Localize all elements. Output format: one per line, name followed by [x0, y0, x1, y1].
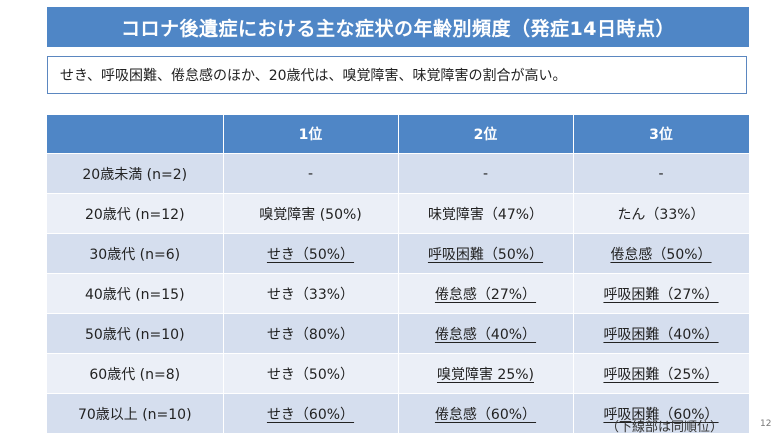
rank-1-cell-text: せき（50%）	[266, 246, 355, 263]
rank-1-cell-text: せき（50%）	[266, 366, 355, 383]
rank-3-cell: -	[573, 153, 750, 194]
rank-3-cell-text: 呼吸困難（40%）	[603, 326, 719, 343]
summary-box: せき、呼吸困難、倦怠感のほか、20歳代は、嗅覚障害、味覚障害の割合が高い。	[47, 56, 747, 94]
age-group-cell: 30歳代 (n=6)	[47, 233, 224, 274]
rank-2-cell-text: -	[482, 165, 489, 182]
footnote: （下線部は同順位）	[606, 420, 724, 435]
header-rank-2: 2位	[398, 115, 574, 154]
rank-3-cell-text: 呼吸困難（60%）	[603, 406, 719, 423]
rank-3-cell-text: たん（33%）	[617, 206, 705, 223]
rank-2-cell-text: 呼吸困難（50%）	[427, 246, 544, 263]
rank-2-cell-text: 倦怠感（27%）	[434, 286, 537, 303]
age-group-cell: 20歳代 (n=12)	[47, 193, 224, 234]
rank-1-cell-text: せき（60%）	[266, 406, 355, 423]
rank-1-cell: せき（50%）	[223, 233, 399, 274]
rank-1-cell: せき（33%）	[223, 273, 399, 314]
table-row: 20歳未満 (n=2) - - -	[47, 153, 750, 194]
age-group-cell: 70歳以上 (n=10)	[47, 393, 224, 433]
header-rank-3: 3位	[573, 115, 750, 154]
rank-3-cell: 呼吸困難（27%）	[573, 273, 750, 314]
rank-1-cell-text: せき（33%）	[266, 286, 355, 303]
rank-3-cell-text: 呼吸困難（27%）	[603, 286, 719, 303]
table-row: 50歳代 (n=10) せき（80%） 倦怠感（40%） 呼吸困難（40%）	[47, 313, 750, 354]
rank-3-cell: 呼吸困難（40%）	[573, 313, 750, 354]
header-rank-1: 1位	[223, 115, 399, 154]
rank-1-cell: -	[223, 153, 399, 194]
rank-1-cell: せき（80%）	[223, 313, 399, 354]
symptom-frequency-table: 1位 2位 3位 20歳未満 (n=2) - - - 20歳代 (n=12) 嗅覚障害 (…	[47, 115, 750, 433]
rank-2-cell: 呼吸困難（50%）	[398, 233, 574, 274]
rank-3-cell-text: 倦怠感（50%）	[610, 246, 712, 263]
table-row: 70歳以上 (n=10) せき（60%） 倦怠感（60%） 呼吸困難（60%）	[47, 393, 750, 433]
age-group-cell-text: 70歳以上 (n=10)	[77, 406, 192, 423]
age-group-cell-text: 40歳代 (n=15)	[84, 286, 185, 303]
header-age-group	[47, 115, 224, 154]
table-row: 60歳代 (n=8) せき（50%） 嗅覚障害 25%) 呼吸困難（25%）	[47, 353, 750, 394]
age-group-cell-text: 60歳代 (n=8)	[89, 366, 181, 383]
rank-2-cell: 倦怠感（60%）	[398, 393, 574, 433]
age-group-cell: 20歳未満 (n=2)	[47, 153, 224, 194]
rank-3-cell-text: 呼吸困難（25%）	[603, 366, 719, 383]
table-row: 20歳代 (n=12) 嗅覚障害 (50%) 味覚障害（47%） たん（33%）	[47, 193, 750, 234]
rank-1-cell: せき（60%）	[223, 393, 399, 433]
rank-2-cell: 倦怠感（27%）	[398, 273, 574, 314]
age-group-cell-text: 20歳代 (n=12)	[84, 206, 185, 223]
rank-2-cell: 嗅覚障害 25%)	[398, 353, 574, 394]
rank-2-cell-text: 味覚障害（47%）	[427, 206, 544, 223]
table-header-row: 1位 2位 3位	[47, 115, 750, 154]
table-row: 40歳代 (n=15) せき（33%） 倦怠感（27%） 呼吸困難（27%）	[47, 273, 750, 314]
table-row: 30歳代 (n=6) せき（50%） 呼吸困難（50%） 倦怠感（50%）	[47, 233, 750, 274]
age-group-cell: 60歳代 (n=8)	[47, 353, 224, 394]
age-group-cell: 40歳代 (n=15)	[47, 273, 224, 314]
rank-3-cell: 倦怠感（50%）	[573, 233, 750, 274]
rank-2-cell: 倦怠感（40%）	[398, 313, 574, 354]
page-number: 12	[760, 419, 772, 429]
rank-2-cell: 味覚障害（47%）	[398, 193, 574, 234]
rank-2-cell-text: 嗅覚障害 25%)	[436, 366, 535, 383]
rank-1-cell: せき（50%）	[223, 353, 399, 394]
rank-2-cell: -	[398, 153, 574, 194]
rank-1-cell-text: -	[307, 165, 314, 182]
age-group-cell-text: 20歳未満 (n=2)	[82, 166, 188, 183]
age-group-cell-text: 50歳代 (n=10)	[84, 326, 185, 343]
rank-2-cell-text: 倦怠感（60%）	[434, 406, 537, 423]
rank-3-cell: たん（33%）	[573, 193, 750, 234]
age-group-cell: 50歳代 (n=10)	[47, 313, 224, 354]
rank-3-cell-text: -	[658, 165, 664, 182]
rank-3-cell: 呼吸困難（60%）	[573, 393, 750, 433]
age-group-cell-text: 30歳代 (n=6)	[89, 246, 181, 263]
rank-1-cell-text: 嗅覚障害 (50%)	[259, 206, 362, 223]
rank-1-cell: 嗅覚障害 (50%)	[223, 193, 399, 234]
slide-title: コロナ後遺症における主な症状の年齢別頻度（発症14日時点）	[47, 7, 749, 47]
rank-3-cell: 呼吸困難（25%）	[573, 353, 750, 394]
rank-1-cell-text: せき（80%）	[266, 326, 355, 343]
rank-2-cell-text: 倦怠感（40%）	[434, 326, 537, 343]
